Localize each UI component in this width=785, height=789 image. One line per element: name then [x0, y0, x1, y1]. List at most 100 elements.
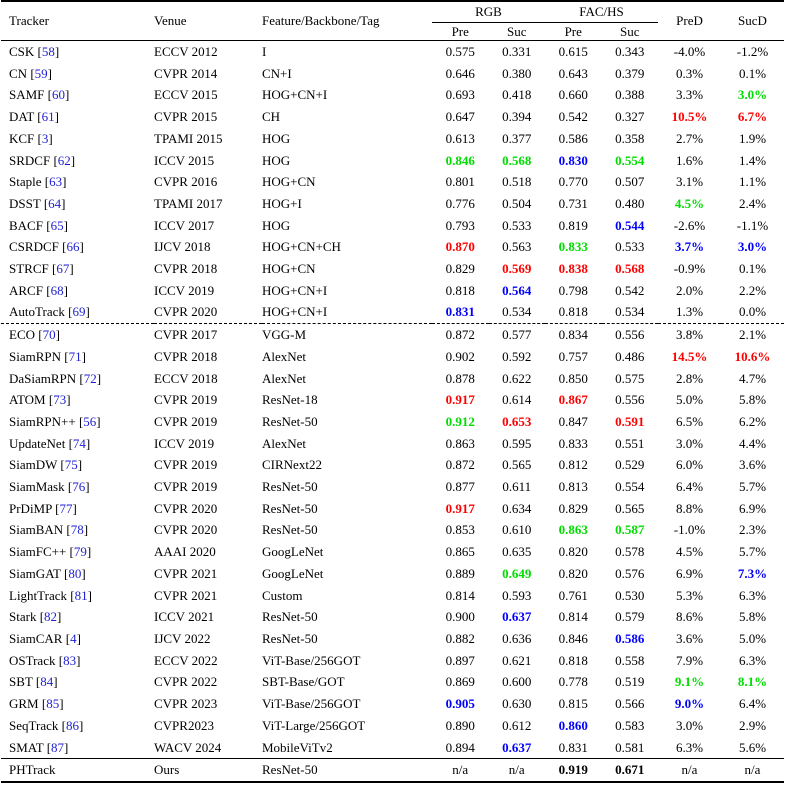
value-pred: 0.3%: [658, 63, 721, 85]
citation-ref[interactable]: 58: [41, 44, 55, 59]
venue: ECCV 2022: [154, 652, 218, 668]
value-rgb-pre: 0.647: [432, 106, 489, 128]
tracker-name-text: SiamRPN++: [9, 413, 76, 429]
value-fachs-pre: 0.820: [545, 563, 602, 585]
value-text: 6.3%: [738, 652, 767, 668]
value-text: 0.636: [502, 630, 532, 646]
value-text: 0.917: [445, 392, 475, 408]
citation-ref[interactable]: 67: [56, 261, 70, 277]
value-fachs-pre: 0.770: [545, 171, 602, 193]
value-rgb-pre: 0.776: [432, 193, 489, 215]
value-rgb-suc: 0.622: [489, 368, 546, 390]
citation-ref[interactable]: 80: [68, 565, 82, 581]
citation-ref[interactable]: 63: [49, 174, 63, 190]
citation-ref[interactable]: 65: [50, 217, 64, 233]
citation-ref[interactable]: 73: [53, 392, 67, 408]
citation-ref[interactable]: 66: [66, 239, 80, 255]
table-row: Stark [82] ICCV 2021 ResNet-50 0.900 0.637 0.…: [1, 606, 784, 628]
value-pred: 3.7%: [658, 236, 721, 258]
tracker-name-text: Staple: [9, 174, 42, 190]
citation-ref[interactable]: 60: [52, 87, 66, 103]
value-text: 5.8%: [738, 609, 767, 625]
value-rgb-pre: 0.872: [432, 323, 489, 346]
citation-ref[interactable]: 76: [72, 479, 86, 495]
citation-ref[interactable]: 61: [41, 109, 55, 125]
value-fachs-suc: 0.480: [602, 193, 659, 215]
value-rgb-pre: 0.917: [432, 498, 489, 520]
value-text: 0.634: [502, 500, 532, 516]
value-text: 6.3%: [675, 739, 704, 755]
value-text: 2.3%: [738, 522, 767, 538]
value-text: 0.693: [445, 87, 475, 103]
venue: CVPR 2021: [154, 587, 218, 603]
value-pred: 2.0%: [658, 280, 721, 302]
value-text: 0.770: [558, 174, 588, 190]
citation-ref[interactable]: 71: [68, 348, 82, 364]
value-rgb-pre: 0.865: [432, 541, 489, 563]
header-pred: PreD: [658, 0, 721, 41]
feature-backbone: HOG: [262, 152, 291, 168]
value-text: 0.595: [502, 435, 532, 451]
value-rgb-pre: 0.882: [432, 628, 489, 650]
value-fachs-pre: 0.833: [545, 236, 602, 258]
tracker-name-text: SiamBAN: [9, 522, 64, 538]
citation-ref[interactable]: 82: [44, 609, 58, 625]
citation-ref[interactable]: 4: [70, 630, 77, 646]
citation-ref[interactable]: 87: [51, 739, 65, 755]
table-row: OSTrack [83] ECCV 2022 ViT-Base/256GOT 0.89…: [1, 650, 784, 672]
citation-ref[interactable]: 56: [83, 413, 97, 429]
value-text: 8.6%: [675, 609, 704, 625]
venue: WACV 2024: [154, 739, 222, 755]
citation-ref[interactable]: 86: [65, 717, 79, 733]
value-rgb-suc: n/a: [488, 758, 545, 783]
citation-ref[interactable]: 3: [41, 130, 49, 146]
venue: CVPR 2017: [154, 323, 262, 346]
citation-ref[interactable]: 75: [64, 457, 78, 473]
tracker-name: SiamMask [76]: [9, 479, 90, 495]
value-text: -0.9%: [673, 261, 706, 277]
citation-ref[interactable]: 84: [40, 674, 54, 690]
value-fachs-pre: 0.818: [545, 301, 602, 323]
value-text: 0.731: [558, 195, 588, 211]
citation-ref[interactable]: 70: [42, 327, 56, 343]
table-row: SiamRPN [71] CVPR 2018 AlexNet 0.902 0.592 0.…: [1, 346, 784, 368]
value-text: 0.850: [558, 370, 588, 386]
tracker-name: Staple [63]: [9, 174, 67, 190]
venue: ICCV 2019: [154, 282, 215, 298]
value-fachs-pre: 0.850: [545, 368, 602, 390]
citation-ref[interactable]: 74: [72, 435, 86, 451]
value-sucd: 3.0%: [721, 84, 784, 106]
value-sucd: 10.6%: [721, 346, 784, 368]
citation-ref[interactable]: 64: [48, 195, 62, 211]
value-text: 0.798: [558, 282, 588, 298]
citation-ref[interactable]: 77: [59, 500, 73, 516]
citation-ref[interactable]: 69: [72, 304, 86, 320]
value-text: 2.4%: [738, 195, 767, 211]
value-text: 0.558: [615, 652, 645, 668]
table-row: SiamRPN++ [56] CVPR 2019 ResNet-50 0.912 0.6…: [1, 411, 784, 433]
value-text: 0.814: [445, 587, 475, 603]
citation-ref[interactable]: 72: [83, 370, 97, 386]
tracker-name-text: SiamFC++: [9, 544, 67, 560]
value-text: 0.829: [558, 500, 588, 516]
value-text: 0.830: [558, 152, 588, 168]
venue: ICCV 2019: [154, 435, 215, 451]
citation-ref[interactable]: 83: [63, 652, 77, 668]
citation-ref[interactable]: 68: [50, 282, 64, 298]
value-text: 0.563: [502, 239, 532, 255]
value-fachs-pre: 0.814: [545, 606, 602, 628]
value-fachs-pre: 0.542: [545, 106, 602, 128]
value-text: 0.579: [615, 609, 645, 625]
citation-ref[interactable]: 85: [46, 696, 60, 712]
venue: TPAMI 2017: [154, 195, 223, 211]
citation-ref[interactable]: 59: [34, 65, 48, 81]
value-fachs-pre: 0.830: [545, 150, 602, 172]
citation-ref[interactable]: 78: [70, 522, 84, 538]
value-text: 0.870: [445, 239, 475, 255]
feature-backbone: CIRNext22: [262, 457, 322, 473]
value-text: 4.5%: [675, 544, 704, 560]
citation-ref[interactable]: 81: [74, 587, 88, 603]
citation-ref[interactable]: 62: [57, 152, 71, 168]
citation-ref[interactable]: 79: [73, 544, 87, 560]
value-fachs-pre: 0.731: [545, 193, 602, 215]
